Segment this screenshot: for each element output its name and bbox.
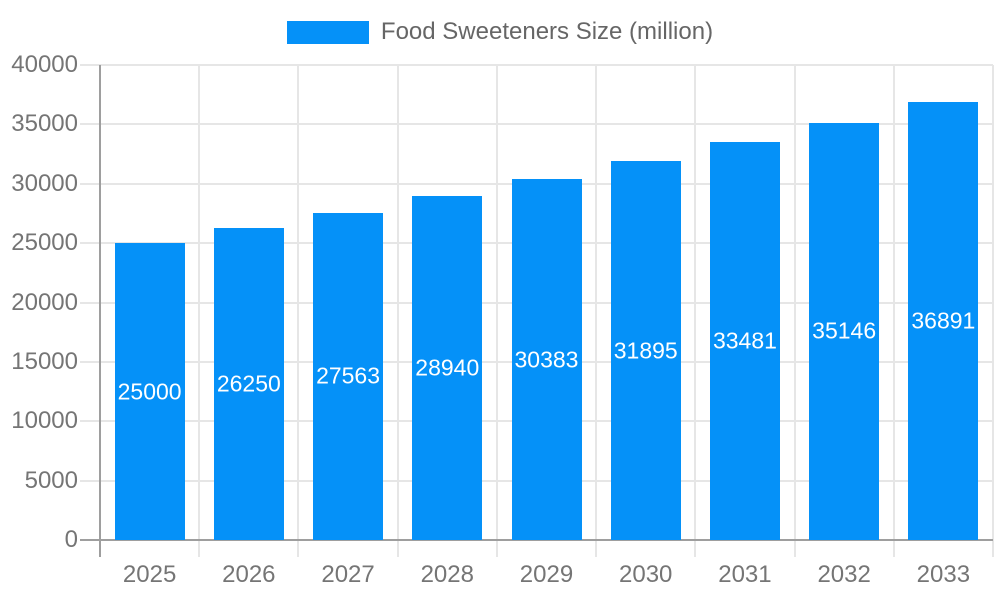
x-gridline <box>396 65 399 540</box>
x-axis-tick <box>396 540 399 557</box>
x-axis-tick <box>892 540 895 557</box>
x-tick-label: 2032 <box>817 561 871 588</box>
y-tick-label: 35000 <box>11 110 78 138</box>
bar-value-label: 35146 <box>812 317 877 344</box>
legend[interactable]: Food Sweeteners Size (million) <box>0 16 1000 48</box>
x-tick-label: 2033 <box>916 561 971 588</box>
x-gridline <box>694 65 697 540</box>
bar-value-label: 30383 <box>514 346 579 373</box>
y-tick-label: 30000 <box>11 169 78 197</box>
x-tick-label: 2031 <box>718 561 772 588</box>
bar[interactable]: 35146 <box>809 122 880 540</box>
bar[interactable]: 25000 <box>114 243 185 540</box>
y-axis-tick <box>80 64 100 66</box>
bar-value-label: 36891 <box>911 307 976 334</box>
y-tick-label: 25000 <box>11 229 78 257</box>
bar[interactable]: 31895 <box>610 161 681 540</box>
y-tick-label: 20000 <box>11 288 78 316</box>
x-gridline <box>495 65 498 540</box>
x-axis-tick <box>992 540 994 557</box>
bar-value-label: 27563 <box>316 362 381 389</box>
x-tick-label: 2030 <box>619 561 673 588</box>
y-axis-tick <box>80 182 100 185</box>
y-gridline <box>100 123 993 126</box>
x-gridline <box>297 65 300 540</box>
bar[interactable]: 28940 <box>412 196 483 540</box>
y-axis-tick <box>80 301 100 304</box>
bar-value-label: 25000 <box>117 378 182 405</box>
x-tick-label: 2028 <box>420 561 474 588</box>
y-tick-label: 40000 <box>11 51 78 78</box>
bar[interactable]: 36891 <box>908 101 979 540</box>
y-tick-label: 10000 <box>11 407 78 435</box>
x-axis-tick <box>198 540 201 557</box>
bar[interactable]: 30383 <box>511 179 582 540</box>
y-axis-tick <box>80 242 100 245</box>
y-axis-tick <box>80 420 100 423</box>
x-gridline <box>992 65 994 540</box>
y-axis-tick <box>80 479 100 482</box>
bar[interactable]: 27563 <box>313 212 384 540</box>
x-axis-line <box>80 539 993 541</box>
bar-value-label: 33481 <box>712 327 777 354</box>
bar-value-label: 26250 <box>216 370 281 397</box>
x-gridline <box>793 65 796 540</box>
y-tick-label: 5000 <box>24 466 78 494</box>
x-gridline <box>595 65 598 540</box>
y-tick-label: 0 <box>64 526 78 553</box>
x-gridline <box>198 65 201 540</box>
legend-label: Food Sweeteners Size (million) <box>380 18 714 45</box>
x-axis-tick <box>694 540 697 557</box>
y-tick-label: 15000 <box>11 347 78 375</box>
x-axis-tick <box>297 540 300 557</box>
bar-value-label: 28940 <box>415 354 480 381</box>
bar[interactable]: 26250 <box>213 228 284 540</box>
x-axis-tick <box>595 540 598 557</box>
x-axis-tick <box>793 540 796 557</box>
bar[interactable]: 33481 <box>709 142 780 540</box>
y-axis-line <box>99 65 101 557</box>
y-axis-tick <box>80 360 100 363</box>
x-gridline <box>892 65 895 540</box>
y-gridline <box>100 64 993 66</box>
y-axis-tick <box>80 123 100 126</box>
x-tick-label: 2029 <box>519 561 574 588</box>
bar-value-label: 31895 <box>613 337 678 364</box>
x-axis-tick <box>495 540 498 557</box>
x-tick-label: 2027 <box>321 561 375 588</box>
legend-swatch-icon <box>286 20 369 44</box>
x-tick-label: 2025 <box>122 561 177 588</box>
x-tick-label: 2026 <box>222 561 276 588</box>
